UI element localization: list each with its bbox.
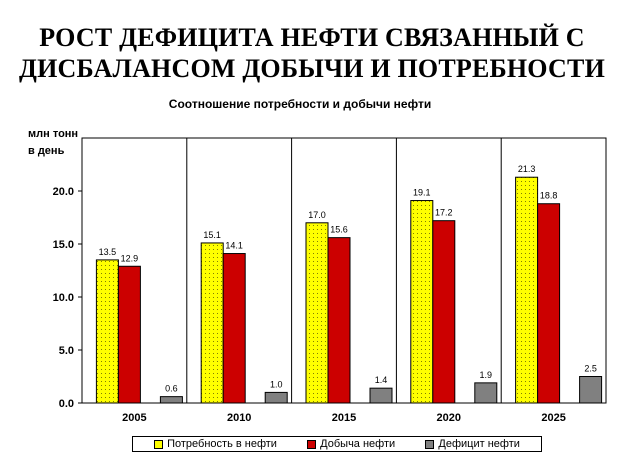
data-label: 18.8 (540, 191, 558, 201)
y-axis-unit-line2: в день (28, 145, 65, 157)
data-label: 0.6 (165, 384, 178, 394)
data-label: 21.3 (518, 164, 536, 174)
slide-title-line1: РОСТ ДЕФИЦИТА НЕФТИ СВЯЗАННЫЙ С (39, 23, 585, 52)
y-tick-label: 20.0 (53, 186, 74, 198)
bar (305, 222, 329, 404)
legend-swatch (154, 439, 164, 449)
legend-swatch (425, 439, 435, 449)
data-label: 15.6 (330, 225, 348, 235)
y-axis-unit-label: млн тонн в день (28, 126, 88, 160)
legend-item: Дефицит нефти (425, 438, 520, 450)
bar (200, 242, 224, 404)
bar (327, 237, 351, 404)
bar (579, 376, 603, 404)
bar (410, 200, 434, 404)
legend-label: Потребность в нефти (167, 438, 277, 450)
x-tick-label: 2025 (541, 412, 565, 424)
data-label: 13.5 (99, 247, 117, 257)
y-tick-label: 0.0 (59, 398, 74, 410)
data-label: 1.0 (270, 379, 283, 389)
x-tick-label: 2015 (332, 412, 356, 424)
y-tick-label: 15.0 (53, 239, 74, 251)
x-tick-label: 2005 (122, 412, 146, 424)
data-label: 15.1 (203, 230, 221, 240)
data-label: 14.1 (225, 241, 243, 251)
slide-title: РОСТ ДЕФИЦИТА НЕФТИ СВЯЗАННЫЙ С ДИСБАЛАН… (0, 22, 624, 84)
y-axis-unit-line1: млн тонн (28, 128, 79, 140)
bar (432, 220, 456, 404)
data-label: 2.5 (584, 364, 597, 374)
legend-label: Добыча нефти (320, 438, 396, 450)
x-tick-label: 2010 (227, 412, 251, 424)
bar (515, 176, 539, 404)
data-label: 12.9 (121, 253, 139, 263)
data-label: 17.2 (435, 208, 453, 218)
y-tick-label: 10.0 (53, 292, 74, 304)
slide-title-line2: ДИСБАЛАНСОМ ДОБЫЧИ И ПОТРЕБНОСТИ (19, 54, 605, 83)
chart-legend: Потребность в нефти Добыча нефти Дефицит н… (132, 436, 542, 452)
data-label: 1.4 (375, 375, 388, 385)
bar (159, 396, 183, 404)
bar (264, 391, 288, 404)
legend-label: Дефицит нефти (438, 438, 520, 450)
bar (369, 387, 393, 404)
legend-item: Добыча нефти (307, 438, 395, 450)
bar (95, 259, 119, 404)
y-tick-label: 5.0 (59, 345, 74, 357)
legend-item: Потребность в нефти (154, 438, 277, 450)
data-label: 1.9 (480, 370, 493, 380)
data-label: 19.1 (413, 188, 431, 198)
bar (474, 382, 498, 404)
legend-swatch (307, 439, 317, 449)
x-tick-label: 2020 (437, 412, 461, 424)
chart-title: Соотношение потребности и добычи нефти (168, 97, 432, 111)
bar (537, 203, 561, 404)
bar (222, 253, 246, 404)
data-label: 17.0 (308, 210, 326, 220)
bar (117, 265, 141, 404)
